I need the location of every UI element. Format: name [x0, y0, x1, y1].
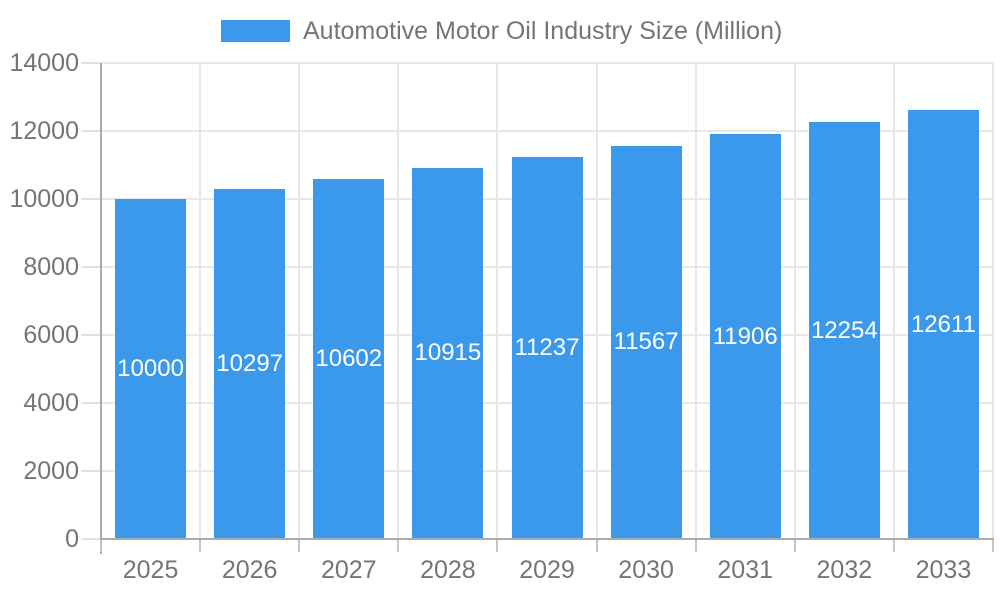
bar-value-label: 12611 — [910, 310, 976, 338]
x-axis-tick-label: 2030 — [618, 556, 674, 584]
bar-2032 — [808, 122, 880, 539]
v-gridline — [793, 63, 796, 539]
y-axis-line — [100, 63, 102, 554]
v-gridline — [694, 63, 697, 539]
bar-value-label: 11906 — [712, 322, 778, 350]
y-tick-mark — [81, 402, 101, 404]
v-gridline — [892, 63, 895, 539]
x-tick-mark — [199, 540, 202, 552]
bar-2031 — [709, 134, 781, 539]
v-gridline — [397, 63, 400, 539]
bar-2029 — [511, 156, 583, 539]
x-axis-line — [100, 538, 994, 540]
x-tick-mark — [793, 540, 796, 552]
x-tick-mark — [298, 540, 301, 552]
h-gridline — [101, 130, 993, 132]
bar-2028 — [412, 167, 484, 539]
x-tick-mark — [397, 540, 400, 552]
bar-value-label: 11237 — [514, 333, 580, 361]
y-tick-mark — [81, 334, 101, 336]
bar-2026 — [214, 188, 286, 539]
y-axis-tick-label: 10000 — [9, 185, 79, 213]
x-axis-tick-label: 2028 — [420, 556, 476, 584]
legend-swatch — [221, 20, 290, 42]
legend-label: Automotive Motor Oil Industry Size (Mill… — [303, 17, 783, 45]
x-axis-tick-label: 2031 — [717, 556, 774, 584]
bar-2033 — [907, 110, 979, 539]
x-axis-tick-label: 2032 — [816, 556, 873, 584]
x-tick-mark — [892, 540, 895, 552]
x-tick-mark — [595, 540, 598, 552]
v-gridline — [992, 63, 994, 539]
x-axis-tick-label: 2025 — [122, 556, 179, 584]
x-tick-mark — [992, 540, 994, 552]
bar-value-label: 10297 — [216, 349, 284, 377]
bar-value-label: 10915 — [414, 339, 482, 367]
h-gridline — [101, 62, 993, 64]
y-axis-tick-label: 2000 — [23, 457, 79, 485]
x-axis-tick-label: 2027 — [320, 556, 377, 584]
bar-value-label: 12254 — [810, 316, 878, 344]
bar-2027 — [313, 178, 385, 539]
x-axis-tick-label: 2033 — [915, 556, 972, 584]
y-tick-mark — [81, 538, 101, 540]
v-gridline — [595, 63, 598, 539]
y-axis-tick-label: 4000 — [23, 389, 79, 417]
y-tick-mark — [81, 198, 101, 200]
bar-value-label: 11567 — [613, 328, 679, 356]
bar-value-label: 10602 — [315, 344, 383, 372]
x-axis-tick-label: 2029 — [519, 556, 575, 584]
x-tick-mark — [100, 540, 102, 552]
y-tick-mark — [81, 62, 101, 64]
x-tick-mark — [496, 540, 499, 552]
v-gridline — [298, 63, 301, 539]
y-axis-tick-label: 6000 — [23, 321, 79, 349]
x-axis-tick-label: 2026 — [221, 556, 278, 584]
y-axis-tick-label: 12000 — [9, 117, 79, 145]
y-axis-tick-label: 8000 — [23, 253, 79, 281]
x-tick-mark — [694, 540, 697, 552]
bar-value-label: 10000 — [117, 355, 184, 382]
v-gridline — [199, 63, 202, 539]
y-tick-mark — [81, 130, 101, 132]
y-axis-tick-label: 0 — [65, 525, 79, 553]
bar-2030 — [610, 145, 682, 539]
y-tick-mark — [81, 470, 101, 472]
y-tick-mark — [81, 266, 101, 268]
bar-2025 — [115, 199, 187, 539]
y-axis-tick-label: 14000 — [9, 49, 79, 77]
v-gridline — [496, 63, 499, 539]
